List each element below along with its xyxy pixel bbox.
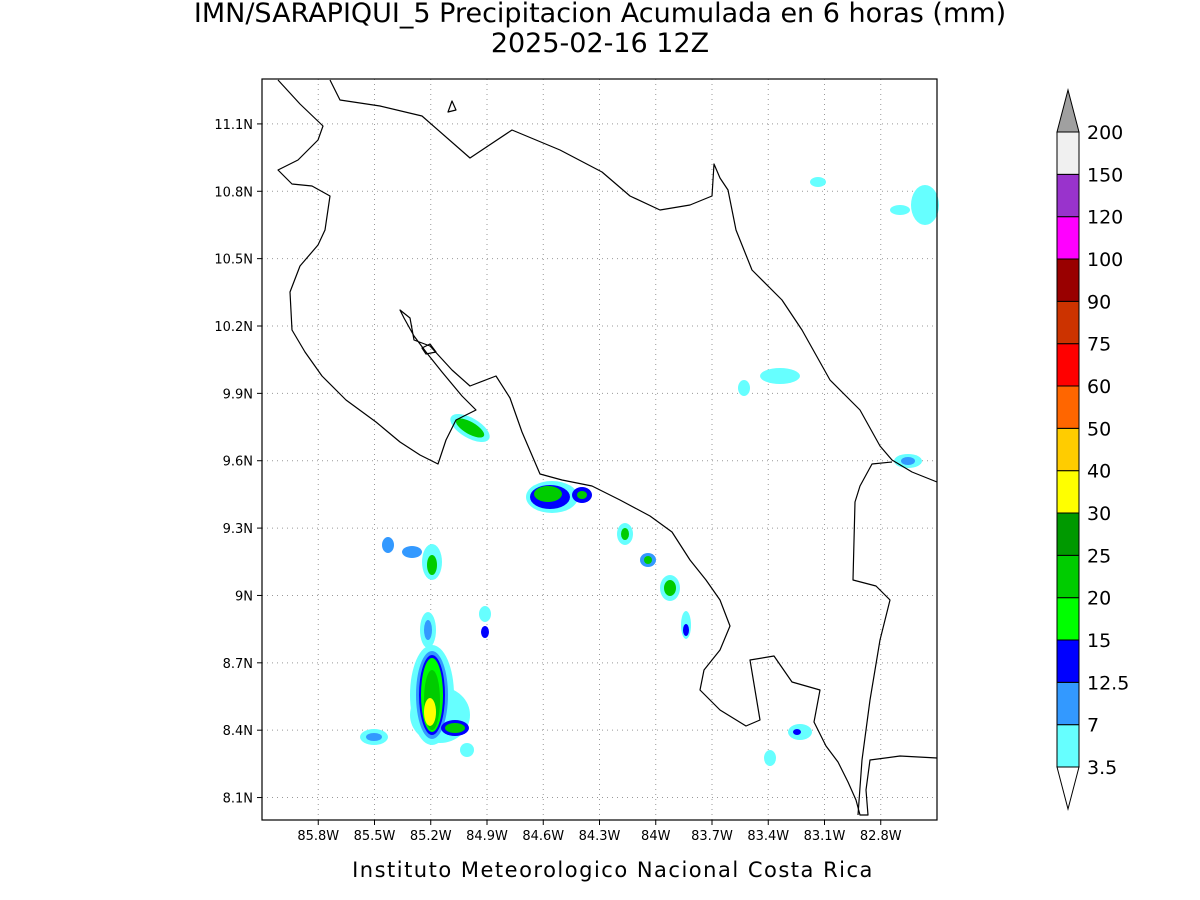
colorbar-box — [1056, 173, 1080, 218]
rain-cell — [738, 380, 750, 396]
y-tick-label: 10.8N — [214, 185, 253, 200]
y-tick-label: 9.3N — [223, 522, 253, 537]
colorbar-over — [1056, 88, 1080, 133]
footer: Instituto Meteorologico Nacional Costa R… — [352, 858, 874, 882]
rain-cell — [427, 555, 437, 575]
coastline — [277, 79, 938, 816]
rain-cell — [760, 368, 800, 384]
rain-cell — [644, 556, 652, 564]
colorbar-label: 30 — [1087, 503, 1111, 525]
colorbar-box — [1056, 512, 1080, 556]
colorbar-label: 20 — [1087, 588, 1111, 610]
rain-cell — [455, 418, 485, 438]
rain-cell — [577, 491, 587, 499]
rain-cell — [410, 612, 474, 757]
colorbar-under — [1056, 766, 1080, 811]
colorbar-box — [1056, 343, 1080, 387]
colorbar-box — [1056, 724, 1080, 768]
rain-cell — [382, 537, 394, 553]
y-tick-label: 8.4N — [223, 724, 253, 739]
colorbar-label: 50 — [1087, 418, 1111, 440]
island — [447, 100, 457, 113]
x-tick-label: 85.8W — [297, 829, 339, 844]
y-tick-label: 8.1N — [223, 792, 253, 807]
rain-cell — [764, 750, 776, 766]
y-tick-label: 11.1N — [214, 118, 253, 133]
colorbar-label: 3.5 — [1087, 757, 1117, 779]
colorbar-box — [1056, 258, 1080, 302]
rain-cell — [534, 486, 562, 502]
colorbar-box — [1056, 470, 1080, 514]
x-tick-label: 84W — [641, 829, 671, 844]
colorbar-box — [1056, 681, 1080, 726]
x-tick-label: 84.6W — [522, 829, 564, 844]
x-tick-label: 83.1W — [804, 829, 846, 844]
colorbar-label: 25 — [1087, 545, 1111, 567]
grid — [262, 79, 937, 820]
y-tick-label: 9.6N — [223, 455, 253, 470]
y-tick-label: 10.5N — [214, 253, 253, 268]
rain-cell — [366, 733, 382, 741]
subtitle: 2025-02-16 12Z — [491, 28, 709, 59]
rain-cell — [911, 185, 939, 225]
colorbar-box — [1056, 427, 1080, 472]
rain-cell — [683, 624, 689, 636]
colorbar-label: 15 — [1087, 630, 1111, 652]
colorbar-box — [1056, 300, 1080, 345]
x-tick-label: 85.5W — [354, 829, 396, 844]
rain-cell — [402, 546, 422, 558]
y-tick-label: 10.2N — [214, 320, 253, 335]
colorbar-label: 40 — [1087, 461, 1111, 483]
colorbar-box — [1056, 597, 1080, 641]
rain-cell — [621, 528, 629, 540]
rain-cell — [810, 177, 826, 187]
colorbar-label: 75 — [1087, 334, 1111, 356]
colorbar-label: 100 — [1087, 249, 1123, 271]
y-tick-label: 8.7N — [223, 657, 253, 672]
border — [852, 461, 893, 816]
rain-cell — [793, 729, 801, 735]
colorbar-label: 200 — [1087, 122, 1123, 144]
colorbar-label: 90 — [1087, 291, 1111, 313]
coastlines — [277, 79, 938, 816]
y-tick-label: 9N — [235, 589, 253, 604]
colorbar-label: 12.5 — [1087, 672, 1129, 694]
precipitation — [360, 177, 939, 766]
colorbar-label: 60 — [1087, 376, 1111, 398]
island — [421, 343, 437, 355]
coastline — [329, 79, 938, 483]
rain-cell — [901, 457, 915, 465]
colorbar-box — [1056, 385, 1080, 429]
x-tick-label: 83.7W — [691, 829, 733, 844]
colorbar-label: 120 — [1087, 207, 1123, 229]
colorbar-label: 7 — [1087, 715, 1099, 737]
colorbar-box — [1056, 639, 1080, 683]
x-tick-label: 82.8W — [860, 829, 902, 844]
rain-cell — [664, 580, 676, 596]
colorbar-box — [1056, 554, 1080, 599]
rain-cell — [890, 205, 910, 215]
rain-cell — [481, 626, 489, 638]
rain-cell — [479, 606, 491, 622]
x-tick-label: 84.3W — [579, 829, 621, 844]
x-tick-label: 85.2W — [410, 829, 452, 844]
title: IMN/SARAPIQUI_5 Precipitacion Acumulada … — [194, 0, 1006, 29]
colorbar: 3.5 7 12.5 15 20 25 30 40 50 60 75 90 100 120 150 200 — [1056, 88, 1129, 811]
y-tick-label: 9.9N — [223, 387, 253, 402]
x-tick-label: 83.4W — [747, 829, 789, 844]
colorbar-box — [1056, 131, 1080, 175]
colorbar-label: 150 — [1087, 164, 1123, 186]
colorbar-box — [1056, 216, 1080, 260]
x-tick-label: 84.9W — [466, 829, 508, 844]
